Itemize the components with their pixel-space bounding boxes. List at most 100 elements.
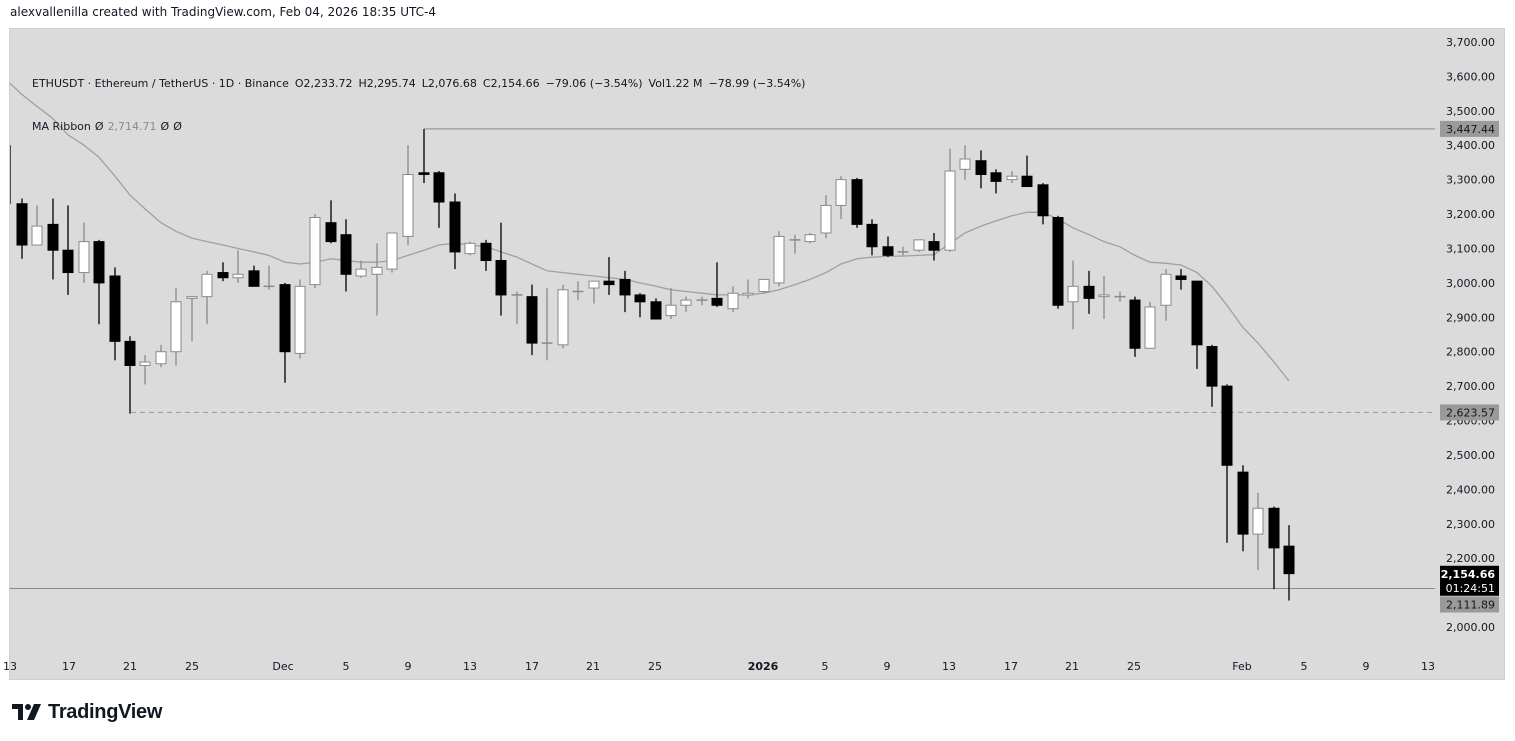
svg-text:2,154.66: 2,154.66 [1441,568,1496,581]
candle[interactable] [975,150,987,189]
candle[interactable] [16,198,28,259]
candle[interactable] [1160,269,1172,321]
candle[interactable] [248,265,260,287]
candle[interactable] [835,176,847,220]
candle[interactable] [1237,465,1249,552]
candle[interactable] [588,280,600,304]
candle[interactable] [1037,183,1049,225]
candle[interactable] [495,222,507,316]
candle[interactable] [31,205,43,246]
candle[interactable] [959,145,971,180]
candle[interactable] [758,278,770,294]
time-tick-label: 21 [586,660,600,673]
candle[interactable] [773,231,785,287]
candle[interactable] [93,239,105,325]
candle[interactable] [541,288,553,361]
plot-area[interactable] [10,82,1435,601]
candle[interactable] [557,284,569,349]
candle[interactable] [1021,155,1033,188]
candle[interactable] [990,169,1002,194]
candle[interactable] [897,246,909,256]
candle[interactable] [665,288,677,320]
candle[interactable] [109,267,121,361]
candle[interactable] [1268,506,1280,590]
candle[interactable] [1067,260,1079,330]
candle[interactable] [680,296,692,313]
candle[interactable] [355,260,367,278]
candle[interactable] [47,198,59,280]
candle[interactable] [1144,301,1156,349]
candle[interactable] [78,222,90,283]
candle[interactable] [727,286,739,313]
candle[interactable] [711,262,723,307]
candle[interactable] [263,265,275,290]
candle[interactable] [309,214,321,289]
symbol-legend-row[interactable]: ETHUSDT · Ethereum / TetherUS · 1D · Bin… [18,61,811,90]
candle[interactable] [325,200,337,244]
candle[interactable] [201,270,213,325]
candle[interactable] [139,355,151,385]
candle[interactable] [804,232,816,244]
chart-pane[interactable] [9,28,1505,680]
candle[interactable] [464,241,476,256]
candle[interactable] [433,171,445,228]
candle[interactable] [1191,280,1203,369]
volume-change-value: −78.99 (−3.54%) [708,77,806,90]
candle[interactable] [480,239,492,271]
candle[interactable] [1206,344,1218,407]
time-axis[interactable]: 13 17 21 25 Dec 5 9 13 17 21 25 2026 5 9 13 17 21 25 Feb 5 9… [3,660,1435,673]
candle[interactable] [449,193,461,270]
indicator-name[interactable]: MA Ribbon [32,120,91,133]
candle[interactable] [650,298,662,320]
candle[interactable] [386,232,398,273]
candle[interactable] [572,281,584,301]
candle[interactable] [217,262,229,282]
candle[interactable] [1098,276,1110,320]
tradingview-wordmark: TradingView [48,700,163,723]
candle[interactable] [1052,215,1064,309]
candle[interactable] [789,234,801,254]
candle[interactable] [62,205,74,295]
price-axis[interactable]: 3,700.00 3,600.00 3,500.00 3,400.00 3,300.00… [1440,36,1499,634]
candle[interactable] [603,257,615,295]
candle[interactable] [944,148,956,252]
candle[interactable] [1221,384,1233,543]
candle[interactable] [913,239,925,252]
candle[interactable] [634,293,646,318]
candle[interactable] [402,145,414,246]
candle[interactable] [371,243,383,316]
indicator-legend-row[interactable]: MA Ribbon Ø 2,714.71 Ø Ø [18,104,811,133]
candle[interactable] [619,270,631,313]
candle[interactable] [1283,525,1295,601]
candle[interactable] [1083,270,1095,314]
symbol-description[interactable]: ETHUSDT · Ethereum / TetherUS · 1D · Bin… [32,77,289,90]
candle[interactable] [511,291,523,325]
candle[interactable] [418,129,430,184]
candle[interactable] [866,219,878,256]
candle[interactable] [742,279,754,299]
candle[interactable] [340,219,352,292]
candle[interactable] [294,279,306,359]
candle[interactable] [696,296,708,306]
candle[interactable] [124,336,136,414]
candle[interactable] [186,296,198,342]
candle[interactable] [526,284,538,356]
candle[interactable] [170,288,182,366]
candle[interactable] [1006,171,1018,184]
candle[interactable] [882,236,894,258]
candle[interactable] [851,177,863,228]
svg-text:3,447.44: 3,447.44 [1446,123,1495,136]
candle[interactable] [928,232,940,261]
candle[interactable] [279,282,291,383]
candle[interactable] [1114,291,1126,302]
candle[interactable] [155,344,167,368]
open-value: O2,233.72 [294,77,353,90]
candle[interactable] [232,250,244,283]
candle[interactable] [1129,296,1141,357]
time-tick-label: 13 [3,660,17,673]
candle[interactable] [820,195,832,239]
candle[interactable] [1175,269,1187,290]
tradingview-logo[interactable]: TradingView [12,700,162,724]
candle[interactable] [1252,492,1264,571]
